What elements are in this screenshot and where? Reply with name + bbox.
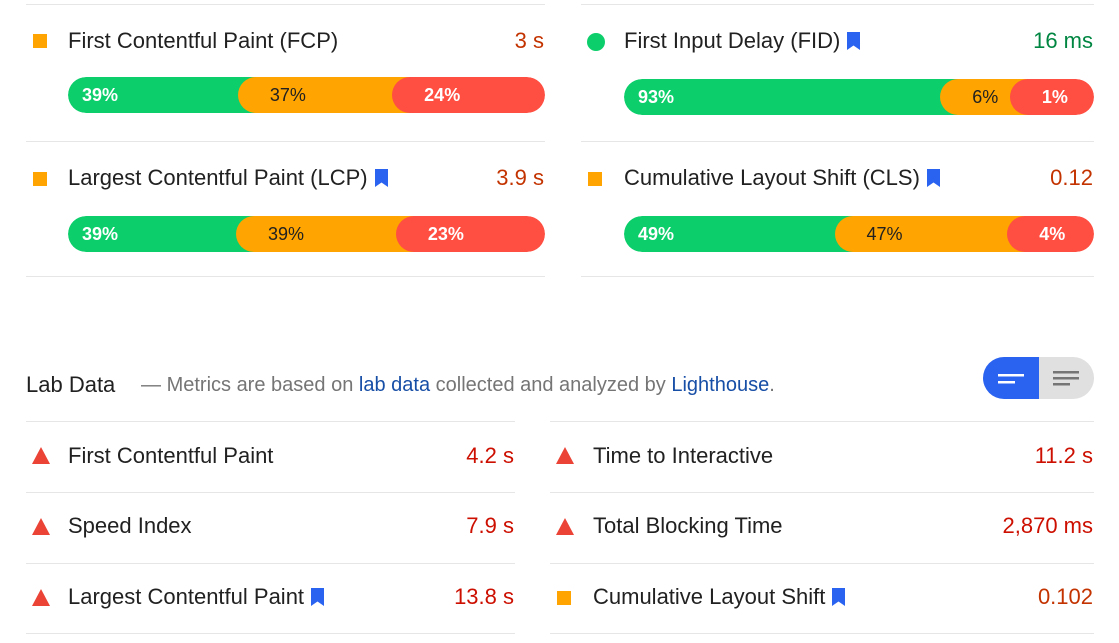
- metric-value: 0.102: [1037, 584, 1093, 609]
- segment-label: 39%: [267, 223, 304, 244]
- fail-triangle-icon: [556, 447, 574, 464]
- metric-label: First Contentful Paint (FCP): [68, 28, 338, 54]
- fail-triangle-icon: [32, 589, 50, 606]
- expanded-view-button[interactable]: [1038, 357, 1094, 399]
- distribution-bar[interactable]: 93% 6% 1%: [624, 79, 1094, 115]
- divider: [26, 421, 515, 422]
- distribution-average-segment[interactable]: 47%: [834, 216, 1026, 252]
- metric-value: 7.9 s: [466, 513, 514, 538]
- segment-label: 1%: [1041, 86, 1068, 107]
- metric-label-text: Speed Index: [68, 513, 192, 538]
- metric-label-text: Cumulative Layout Shift (CLS): [624, 165, 920, 190]
- distribution-average-segment[interactable]: 37%: [237, 77, 411, 113]
- bookmark-icon[interactable]: [374, 168, 389, 188]
- metric-value: 3 s: [514, 28, 544, 53]
- metric-label: Cumulative Layout Shift: [593, 584, 846, 610]
- segment-label: 39%: [82, 84, 119, 105]
- metric-value: 13.8 s: [454, 584, 514, 609]
- divider: [550, 492, 1094, 493]
- metric-label: Cumulative Layout Shift (CLS): [624, 165, 941, 191]
- expanded-view-icon: [1053, 371, 1080, 386]
- distribution-slow-segment[interactable]: 4%: [1007, 216, 1094, 252]
- metric-label: Largest Contentful Paint: [68, 584, 325, 610]
- metric-value: 16 ms: [1033, 28, 1093, 53]
- description-text: collected and analyzed by: [435, 374, 666, 396]
- description-dash: —: [141, 374, 161, 396]
- metric-label-text: Largest Contentful Paint (LCP): [68, 165, 368, 190]
- divider: [581, 141, 1094, 142]
- average-square-icon: [588, 172, 602, 186]
- metric-label-text: First Input Delay (FID): [624, 28, 841, 53]
- divider: [550, 563, 1094, 564]
- divider: [26, 563, 515, 564]
- bookmark-icon[interactable]: [310, 587, 325, 607]
- good-circle-icon: [587, 33, 605, 51]
- segment-label: 39%: [82, 223, 119, 244]
- metric-value: 2,870 ms: [1002, 513, 1094, 538]
- distribution-fast-segment[interactable]: 39%: [68, 216, 254, 252]
- fail-triangle-icon: [32, 518, 50, 535]
- fail-triangle-icon: [556, 518, 574, 535]
- distribution-fast-segment[interactable]: 49%: [624, 216, 853, 252]
- metric-label: First Input Delay (FID): [624, 28, 861, 54]
- divider: [26, 276, 545, 277]
- divider: [26, 492, 515, 493]
- segment-label: 23%: [427, 223, 464, 244]
- compact-view-icon: [997, 374, 1024, 384]
- description-period: .: [769, 374, 775, 396]
- metric-label: Time to Interactive: [593, 443, 773, 469]
- divider: [26, 633, 515, 634]
- segment-label: 24%: [424, 84, 461, 105]
- distribution-bar[interactable]: 39% 39% 23%: [68, 216, 545, 252]
- average-square-icon: [33, 172, 47, 186]
- metric-label-text: Total Blocking Time: [593, 513, 783, 538]
- metric-value: 11.2 s: [1034, 443, 1093, 468]
- distribution-average-segment[interactable]: 39%: [235, 216, 414, 252]
- average-square-icon: [33, 34, 47, 48]
- metric-label: Largest Contentful Paint (LCP): [68, 165, 389, 191]
- divider: [550, 421, 1094, 422]
- lab-data-title: Lab Data: [26, 372, 116, 397]
- bookmark-icon[interactable]: [846, 31, 861, 51]
- bookmark-icon[interactable]: [831, 587, 846, 607]
- distribution-bar[interactable]: 39% 37% 24%: [68, 77, 545, 113]
- segment-label: 93%: [638, 86, 675, 107]
- view-toggle[interactable]: [983, 357, 1094, 399]
- segment-label: 49%: [638, 223, 675, 244]
- average-square-icon: [557, 591, 571, 605]
- metric-label-text: Largest Contentful Paint: [68, 584, 305, 609]
- distribution-bar[interactable]: 49% 47% 4%: [624, 216, 1094, 252]
- divider: [26, 141, 545, 142]
- segment-label: 4%: [1039, 223, 1066, 244]
- metric-label: Speed Index: [68, 513, 192, 539]
- metric-label: Total Blocking Time: [593, 513, 783, 539]
- metric-label-text: Time to Interactive: [593, 443, 774, 468]
- divider: [26, 4, 545, 5]
- distribution-slow-segment[interactable]: 1%: [1009, 79, 1094, 115]
- divider: [581, 4, 1094, 5]
- divider: [550, 633, 1094, 634]
- description-text: Metrics are based on: [166, 374, 354, 396]
- divider: [581, 276, 1094, 277]
- metric-label-text: Cumulative Layout Shift: [593, 584, 826, 609]
- metric-value: 0.12: [1050, 165, 1093, 190]
- bookmark-icon[interactable]: [926, 168, 941, 188]
- segment-label: 47%: [866, 223, 903, 244]
- segment-label: 6%: [972, 86, 999, 107]
- metric-label: First Contentful Paint: [68, 443, 273, 469]
- lab-data-description: — Metrics are based on lab data collecte…: [141, 372, 775, 398]
- lab-data-link[interactable]: lab data: [358, 374, 431, 396]
- lighthouse-link[interactable]: Lighthouse: [671, 374, 770, 396]
- distribution-slow-segment[interactable]: 23%: [395, 216, 545, 252]
- distribution-fast-segment[interactable]: 93%: [624, 79, 959, 115]
- metric-label-text: First Contentful Paint: [68, 443, 274, 468]
- compact-view-button[interactable]: [983, 357, 1039, 399]
- fail-triangle-icon: [32, 447, 50, 464]
- metric-value: 4.2 s: [466, 443, 514, 468]
- segment-label: 37%: [269, 84, 306, 105]
- distribution-slow-segment[interactable]: 24%: [392, 77, 545, 113]
- metric-label-text: First Contentful Paint (FCP): [68, 28, 339, 53]
- distribution-fast-segment[interactable]: 39%: [68, 77, 256, 113]
- metric-value: 3.9 s: [496, 165, 544, 190]
